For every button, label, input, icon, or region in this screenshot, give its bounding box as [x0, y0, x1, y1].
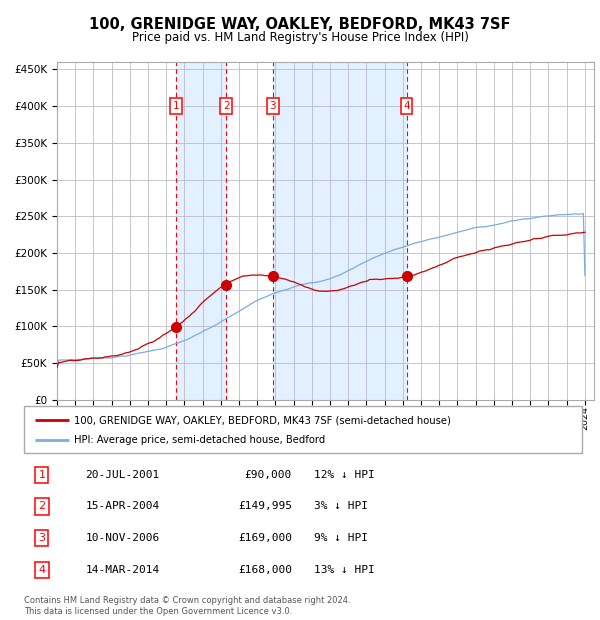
Text: £90,000: £90,000: [245, 470, 292, 480]
Text: Contains HM Land Registry data © Crown copyright and database right 2024.: Contains HM Land Registry data © Crown c…: [24, 596, 350, 604]
Text: 10-NOV-2006: 10-NOV-2006: [85, 533, 160, 543]
Text: 14-MAR-2014: 14-MAR-2014: [85, 565, 160, 575]
Text: 2: 2: [38, 502, 46, 512]
Text: 15-APR-2004: 15-APR-2004: [85, 502, 160, 512]
Bar: [176, 62, 226, 400]
Text: 12% ↓ HPI: 12% ↓ HPI: [314, 470, 375, 480]
Text: Price paid vs. HM Land Registry's House Price Index (HPI): Price paid vs. HM Land Registry's House …: [131, 31, 469, 43]
Text: This data is licensed under the Open Government Licence v3.0.: This data is licensed under the Open Gov…: [24, 607, 292, 616]
Text: 20-JUL-2001: 20-JUL-2001: [85, 470, 160, 480]
Text: £149,995: £149,995: [238, 502, 292, 512]
Text: 4: 4: [38, 565, 46, 575]
Text: 2: 2: [223, 101, 229, 111]
Text: £168,000: £168,000: [238, 565, 292, 575]
Text: 13% ↓ HPI: 13% ↓ HPI: [314, 565, 375, 575]
Text: 4: 4: [403, 101, 410, 111]
Text: HPI: Average price, semi-detached house, Bedford: HPI: Average price, semi-detached house,…: [74, 435, 325, 445]
Text: 1: 1: [38, 470, 46, 480]
Text: 3: 3: [269, 101, 276, 111]
Text: 1: 1: [173, 101, 179, 111]
Text: 3% ↓ HPI: 3% ↓ HPI: [314, 502, 368, 512]
Text: 3: 3: [38, 533, 46, 543]
Text: 9% ↓ HPI: 9% ↓ HPI: [314, 533, 368, 543]
Text: £169,000: £169,000: [238, 533, 292, 543]
Text: 100, GRENIDGE WAY, OAKLEY, BEDFORD, MK43 7SF (semi-detached house): 100, GRENIDGE WAY, OAKLEY, BEDFORD, MK43…: [74, 415, 451, 425]
Bar: [273, 62, 407, 400]
FancyBboxPatch shape: [24, 406, 582, 453]
Text: 100, GRENIDGE WAY, OAKLEY, BEDFORD, MK43 7SF: 100, GRENIDGE WAY, OAKLEY, BEDFORD, MK43…: [89, 17, 511, 32]
